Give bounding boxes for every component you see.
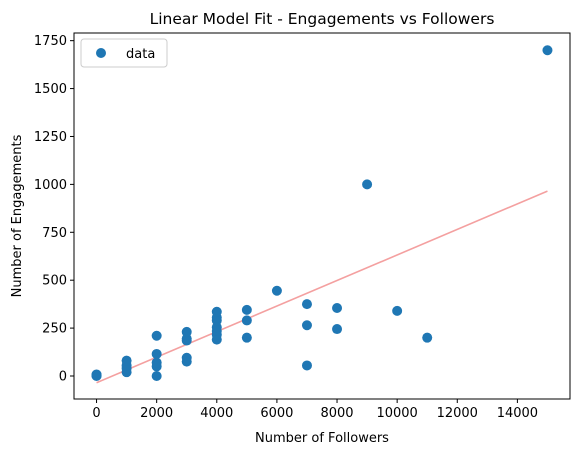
legend: data (80, 38, 168, 68)
x-tick-label: 4000 (200, 406, 233, 421)
x-tick-label: 6000 (260, 406, 293, 421)
legend-box (80, 38, 168, 68)
data-point (422, 332, 433, 343)
data-point (392, 305, 403, 316)
y-tick-label: 250 (42, 322, 67, 337)
fit-line (96, 190, 548, 384)
plot-area (91, 45, 553, 384)
y-tick-label: 1750 (34, 34, 67, 49)
x-axis: 0 2000 4000 6000 8000 10000 12000 14000 (92, 399, 538, 421)
y-tick-label: 1250 (34, 130, 67, 145)
data-point (91, 369, 102, 380)
y-tick-label: 750 (42, 226, 67, 241)
data-point (362, 179, 373, 190)
data-point (151, 371, 162, 382)
data-point (211, 306, 222, 317)
x-tick-label: 2000 (140, 406, 173, 421)
y-axis-label: Number of Engagements (10, 134, 25, 297)
x-tick-label: 12000 (437, 406, 478, 421)
data-point (332, 302, 343, 313)
data-point (181, 352, 192, 363)
chart-title: Linear Model Fit - Engagements vs Follow… (150, 10, 495, 28)
legend-label-data: data (126, 47, 155, 62)
data-point (301, 299, 312, 310)
data-point (332, 324, 343, 335)
data-point (151, 330, 162, 341)
data-point (241, 315, 252, 326)
data-point (301, 320, 312, 331)
data-point (181, 326, 192, 337)
x-tick-label: 10000 (376, 406, 417, 421)
y-tick-label: 1500 (34, 82, 67, 97)
x-tick-label: 0 (92, 406, 100, 421)
data-point (151, 348, 162, 359)
legend-marker (96, 48, 106, 58)
y-tick-label: 1000 (34, 178, 67, 193)
y-tick-label: 0 (59, 370, 67, 385)
plot-frame (73, 32, 571, 400)
data-point (121, 355, 132, 366)
x-axis-label: Number of Followers (255, 431, 389, 446)
data-point (151, 357, 162, 368)
data-point (271, 285, 282, 296)
y-tick-label: 500 (42, 274, 67, 289)
data-point (241, 332, 252, 343)
x-tick-label: 14000 (497, 406, 538, 421)
data-point (301, 360, 312, 371)
data-point (241, 304, 252, 315)
y-axis: 0 250 500 750 1000 1250 1500 1750 (34, 34, 74, 385)
data-point (542, 45, 553, 56)
x-tick-label: 8000 (320, 406, 353, 421)
